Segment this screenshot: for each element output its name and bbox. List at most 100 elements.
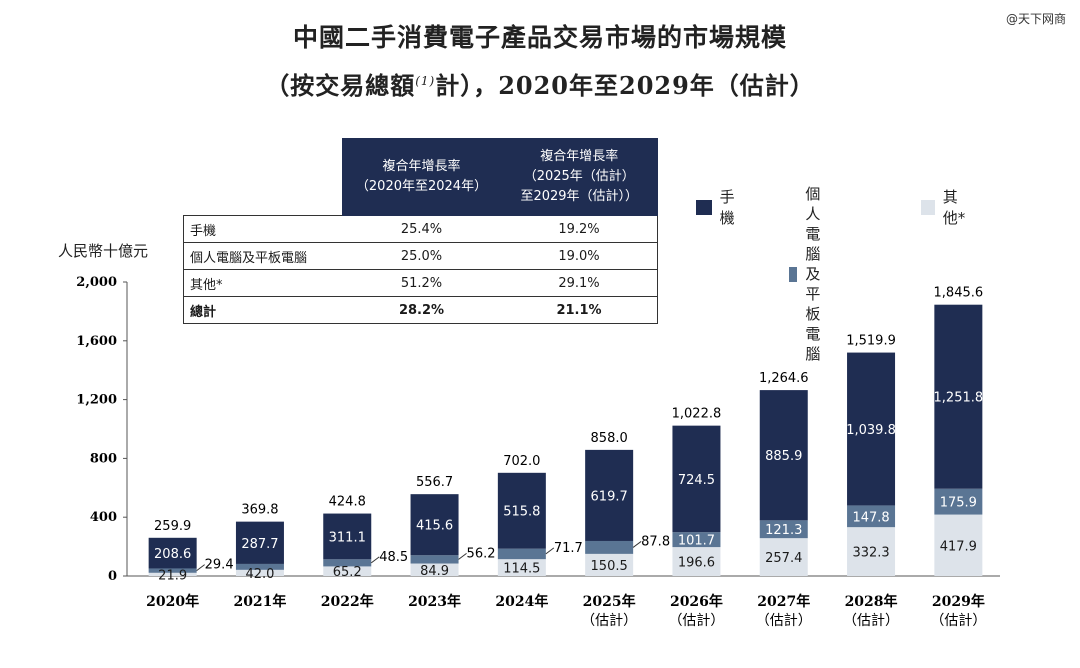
bar-segment-pc bbox=[672, 532, 721, 548]
bar-segment-others bbox=[323, 566, 372, 576]
bar-segment-phones bbox=[934, 304, 983, 489]
data-label-total: 1,022.8 bbox=[672, 407, 722, 422]
data-label-others: 417.9 bbox=[940, 539, 977, 554]
bar-segment-phones bbox=[410, 494, 459, 556]
y-axis-unit-label: 人民幣十億元 bbox=[58, 242, 149, 260]
legend-swatch-pc bbox=[789, 266, 798, 282]
leader-line bbox=[545, 547, 555, 555]
cagr-row-value: 19.2% bbox=[501, 215, 658, 243]
subtitle-pre: （按交易總額 bbox=[265, 71, 416, 100]
data-label-phones: 208.6 bbox=[154, 547, 191, 562]
data-label-phones: 1,039.8 bbox=[846, 423, 896, 438]
data-label-pc: 147.8 bbox=[852, 510, 889, 525]
cagr-row-value: 28.2% bbox=[342, 296, 501, 324]
data-label-phones: 1,251.8 bbox=[934, 391, 984, 406]
bar-segment-phones bbox=[497, 472, 546, 549]
cagr-table: 複合年增長率 （2020年至2024年） 複合年增長率 （2025年（估計） 至… bbox=[183, 138, 658, 324]
cagr-row-phones: 手機 25.4% 19.2% bbox=[183, 215, 658, 243]
legend-label-pc: 個人電腦 及平板電腦 bbox=[805, 185, 821, 363]
data-label-phones: 724.5 bbox=[678, 473, 715, 488]
y-tick-label: 1,600 bbox=[76, 334, 117, 349]
data-label-pc: 101.7 bbox=[678, 534, 715, 549]
cagr-row-pc: 個人電腦及平板電腦 25.0% 19.0% bbox=[183, 242, 658, 270]
bar-segment-others bbox=[235, 569, 284, 576]
x-tick-label: 2025年 bbox=[583, 593, 636, 610]
data-label-phones: 619.7 bbox=[591, 489, 628, 504]
data-label-phones: 515.8 bbox=[503, 505, 540, 520]
bar-segment-phones bbox=[759, 390, 808, 521]
x-tick-label: 2020年 bbox=[146, 593, 199, 610]
data-label-total: 1,845.6 bbox=[934, 286, 984, 301]
cagr-row-value: 25.4% bbox=[342, 215, 501, 243]
data-label-others: 114.5 bbox=[503, 562, 540, 577]
subtitle-post: 計），2020年至2029年（估計） bbox=[435, 71, 815, 100]
data-label-total: 858.0 bbox=[591, 431, 628, 446]
legend-swatch-others bbox=[921, 199, 935, 215]
bar-segment-others bbox=[672, 547, 721, 576]
chart-title: 中國二手消費電子產品交易市場的市場規模 bbox=[292, 23, 787, 52]
chart-subtitle: （按交易總額(1)計），2020年至2029年（估計） bbox=[0, 66, 1080, 101]
legend-item-phones: 手機 bbox=[696, 186, 741, 228]
data-label-others: 332.3 bbox=[852, 546, 889, 561]
bar-segment-pc bbox=[235, 563, 284, 570]
leader-line bbox=[632, 541, 642, 548]
legend-item-others: 其他* bbox=[921, 186, 966, 228]
cagr-header-blank bbox=[183, 138, 342, 216]
bar-segment-phones bbox=[585, 449, 634, 541]
x-tick-label: （估計） bbox=[668, 613, 724, 629]
cagr-row-value: 25.0% bbox=[342, 242, 501, 270]
bar-segment-pc bbox=[148, 568, 197, 573]
data-label-pc: 175.9 bbox=[940, 496, 977, 511]
cagr-row-others: 其他* 51.2% 29.1% bbox=[183, 269, 658, 297]
data-label-total: 259.9 bbox=[154, 519, 191, 534]
x-tick-label: （估計） bbox=[930, 613, 986, 629]
legend-label-others: 其他* bbox=[942, 188, 966, 227]
cagr-row-label: 總計 bbox=[183, 296, 342, 324]
bar-segment-phones bbox=[323, 513, 372, 560]
cagr-header-row: 複合年增長率 （2020年至2024年） 複合年增長率 （2025年（估計） 至… bbox=[183, 138, 658, 216]
x-tick-label: 2026年 bbox=[670, 593, 723, 610]
bar-segment-others bbox=[934, 514, 983, 576]
data-label-phones: 885.9 bbox=[765, 449, 802, 464]
x-tick-label: （估計） bbox=[843, 613, 899, 629]
cagr-row-value: 21.1% bbox=[501, 296, 658, 324]
bar-segment-others bbox=[847, 527, 896, 576]
cagr-header-col1-text: 複合年增長率 （2020年至2024年） bbox=[355, 159, 488, 194]
y-tick-label: 0 bbox=[108, 569, 117, 584]
leader-line bbox=[370, 556, 380, 564]
data-label-total: 1,519.9 bbox=[846, 334, 896, 349]
x-tick-label: 2022年 bbox=[321, 593, 374, 610]
cagr-row-value: 51.2% bbox=[342, 269, 501, 297]
cagr-header-col1: 複合年增長率 （2020年至2024年） bbox=[341, 138, 502, 216]
x-tick-label: （估計） bbox=[756, 613, 812, 629]
data-label-total: 702.0 bbox=[503, 454, 540, 469]
bar-segment-pc bbox=[759, 520, 808, 539]
leader-line bbox=[458, 552, 467, 560]
x-tick-label: 2029年 bbox=[932, 593, 985, 610]
x-tick-label: 2028年 bbox=[845, 593, 898, 610]
bar-segment-others bbox=[759, 538, 808, 576]
cagr-row-label: 手機 bbox=[183, 215, 342, 243]
y-tick-label: 400 bbox=[90, 510, 117, 525]
bar-segment-others bbox=[585, 553, 634, 576]
data-label-total: 424.8 bbox=[329, 495, 366, 510]
data-label-others: 150.5 bbox=[591, 559, 628, 574]
x-tick-label: 2021年 bbox=[233, 593, 286, 610]
data-label-others: 65.2 bbox=[333, 565, 362, 580]
cagr-row-value: 19.0% bbox=[501, 242, 658, 270]
cagr-row-total: 總計 28.2% 21.1% bbox=[183, 296, 658, 324]
legend-swatch-phones bbox=[696, 199, 712, 215]
data-label-phones: 415.6 bbox=[416, 519, 453, 534]
data-label-others: 84.9 bbox=[420, 564, 449, 579]
cagr-row-label: 其他* bbox=[183, 269, 342, 297]
legend-item-pc: 個人電腦 及平板電腦 bbox=[789, 184, 834, 364]
data-label-others: 257.4 bbox=[765, 551, 802, 566]
data-label-total: 369.8 bbox=[241, 503, 278, 518]
bar-segment-pc bbox=[323, 559, 372, 567]
data-label-pc: 48.5 bbox=[379, 550, 408, 565]
bar-segment-phones bbox=[148, 537, 197, 569]
data-label-others: 42.0 bbox=[245, 567, 274, 582]
cagr-row-label: 個人電腦及平板電腦 bbox=[183, 242, 342, 270]
data-label-pc: 56.2 bbox=[467, 546, 496, 561]
